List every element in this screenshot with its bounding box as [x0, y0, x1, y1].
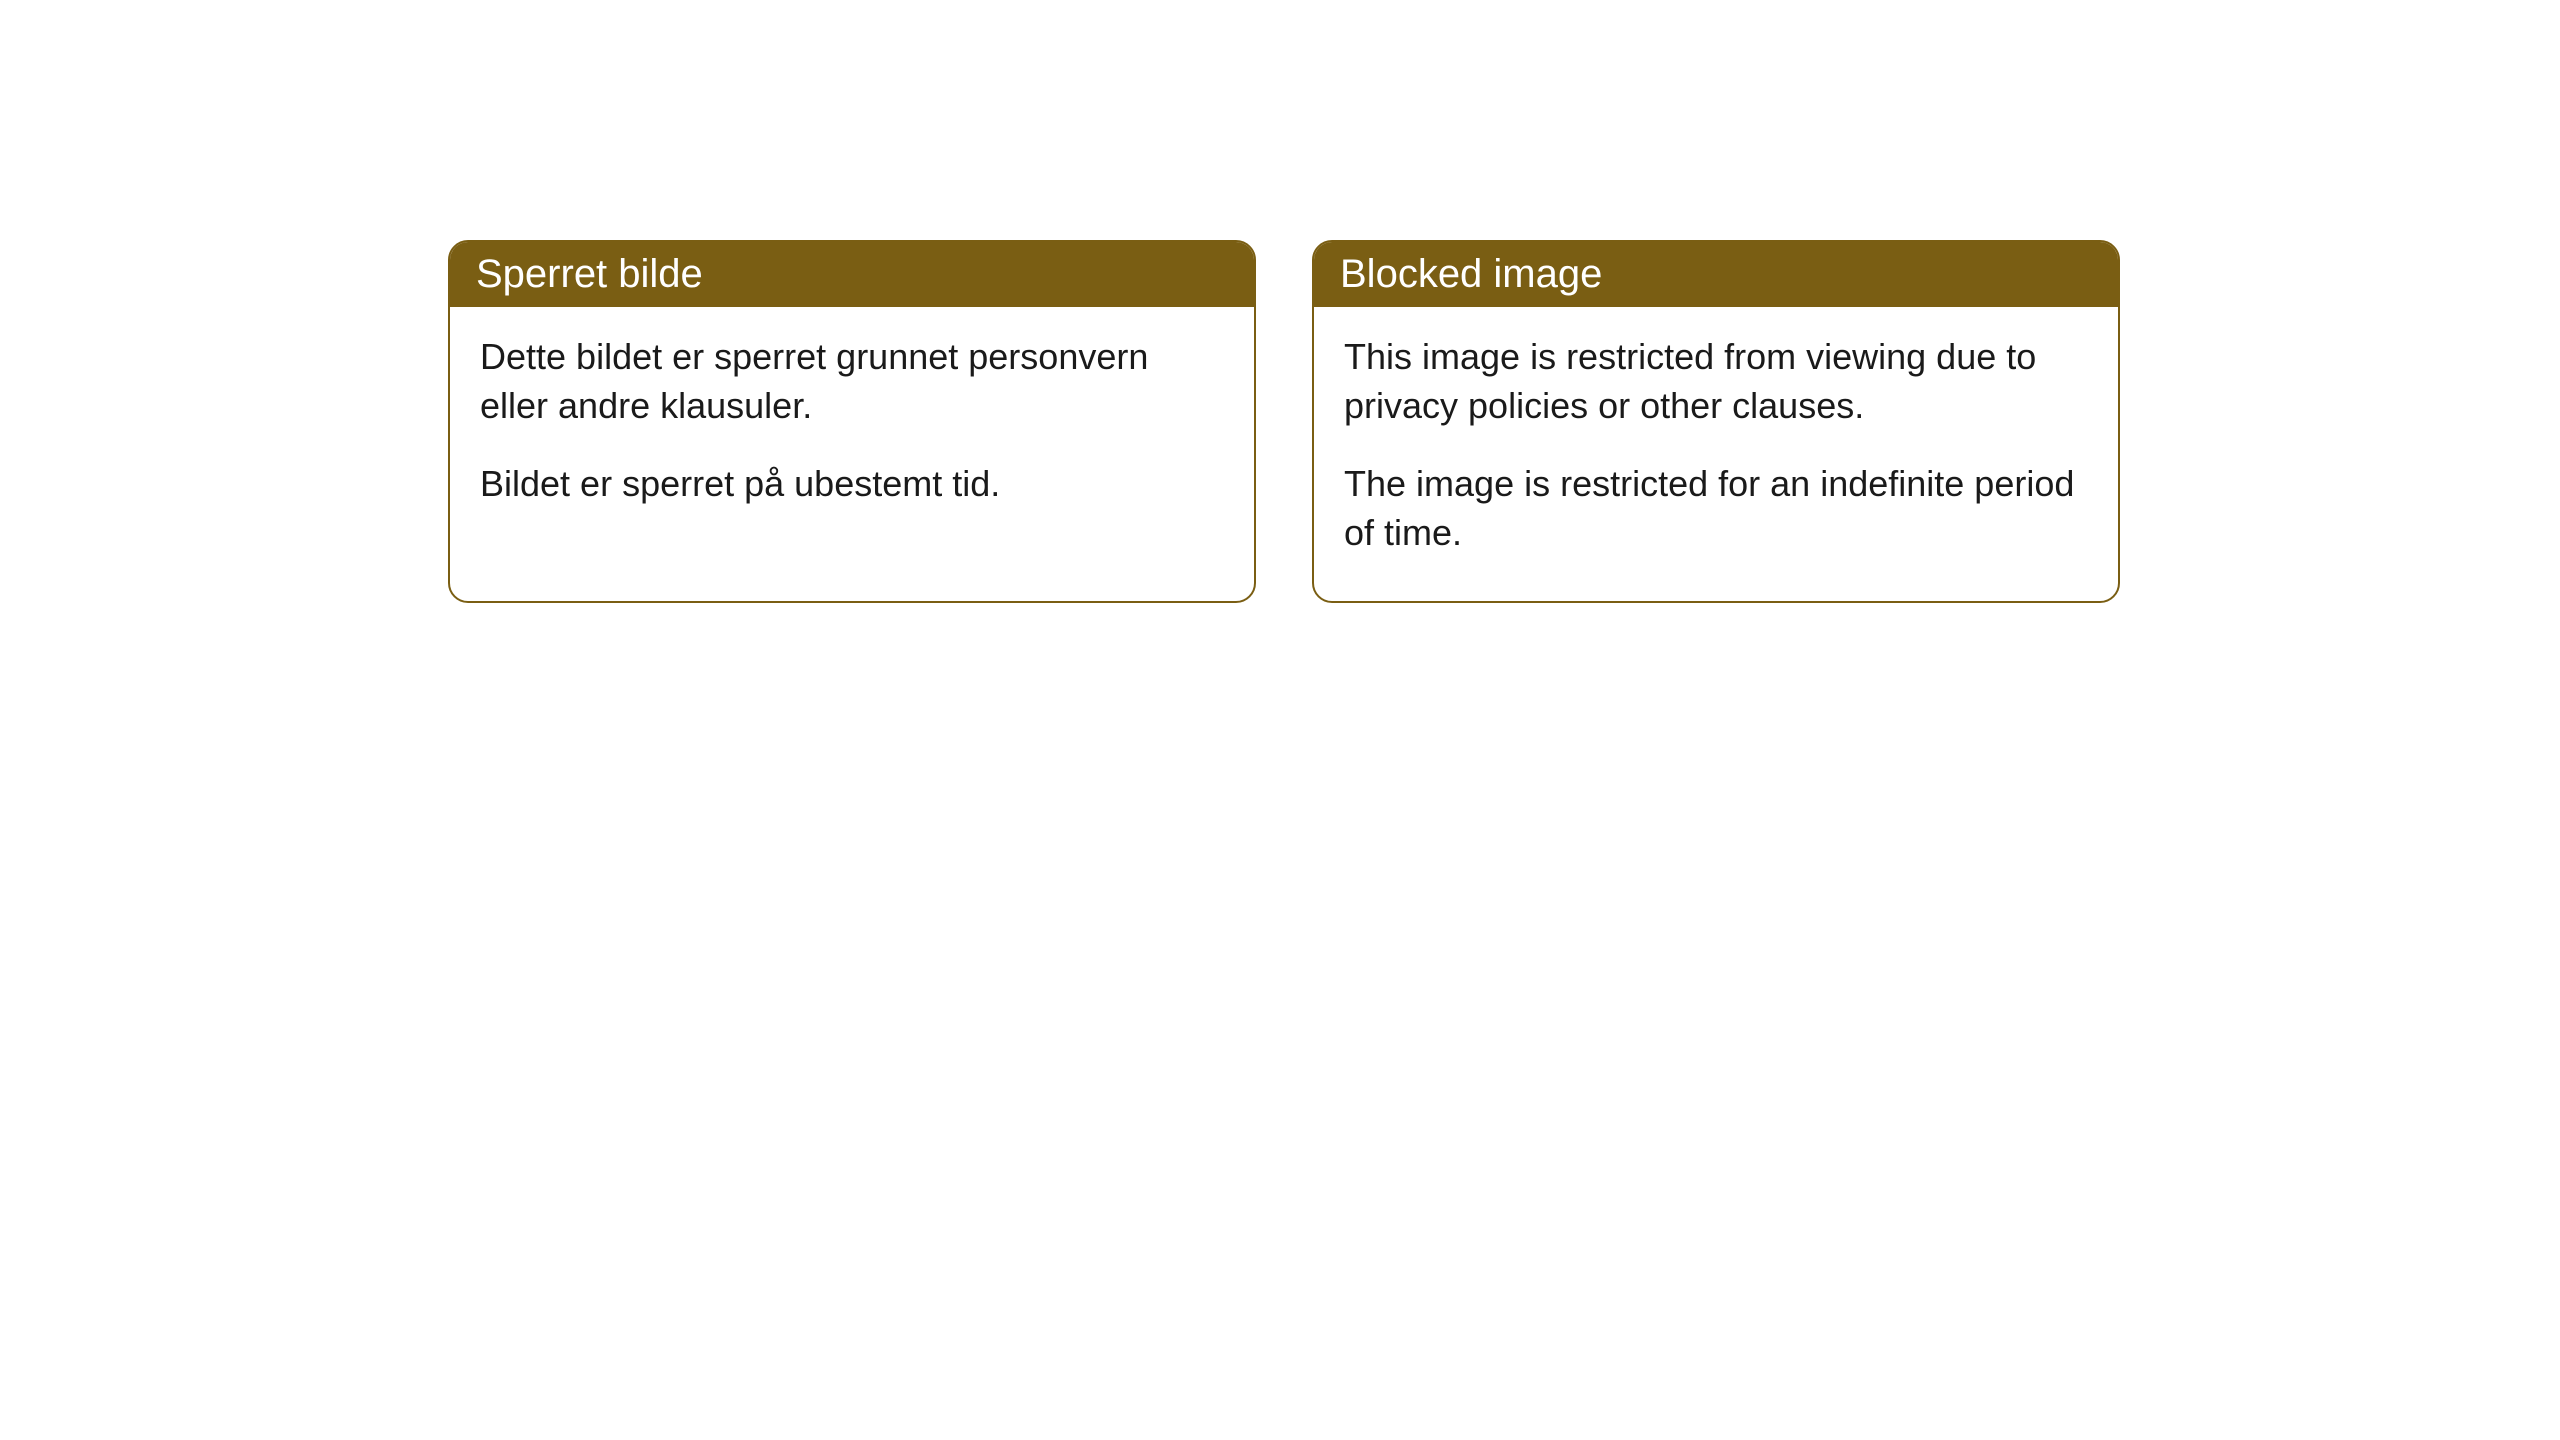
notice-cards-container: Sperret bilde Dette bildet er sperret gr…: [448, 240, 2120, 603]
card-title-english: Blocked image: [1340, 252, 1602, 296]
card-header-english: Blocked image: [1314, 242, 2118, 307]
card-header-norwegian: Sperret bilde: [450, 242, 1254, 307]
blocked-image-card-english: Blocked image This image is restricted f…: [1312, 240, 2120, 603]
card-body-english: This image is restricted from viewing du…: [1314, 307, 2118, 601]
card-body-norwegian: Dette bildet er sperret grunnet personve…: [450, 307, 1254, 553]
card-text-english-2: The image is restricted for an indefinit…: [1344, 460, 2088, 557]
card-text-norwegian-2: Bildet er sperret på ubestemt tid.: [480, 460, 1224, 509]
card-text-english-1: This image is restricted from viewing du…: [1344, 333, 2088, 430]
card-title-norwegian: Sperret bilde: [476, 252, 703, 296]
blocked-image-card-norwegian: Sperret bilde Dette bildet er sperret gr…: [448, 240, 1256, 603]
card-text-norwegian-1: Dette bildet er sperret grunnet personve…: [480, 333, 1224, 430]
